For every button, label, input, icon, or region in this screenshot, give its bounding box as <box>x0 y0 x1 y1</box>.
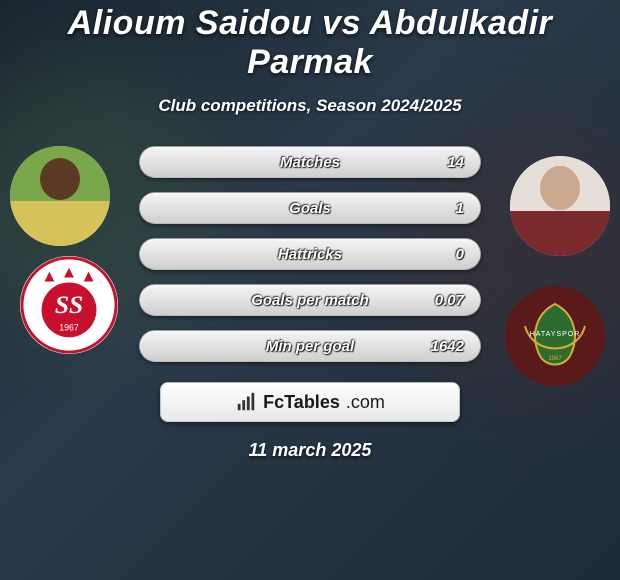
player1-avatar <box>10 146 110 246</box>
page-title: Alioum Saidou vs Abdulkadir Parmak <box>0 4 620 82</box>
stat-p2-value: 14 <box>447 154 464 171</box>
stat-label: Goals per match <box>251 292 369 309</box>
stat-row-min-per-goal: Min per goal 1642 <box>139 330 481 362</box>
stat-label: Hattricks <box>278 246 342 263</box>
brand-name: FcTables <box>263 392 340 413</box>
stat-label: Matches <box>280 154 340 171</box>
player2-photo-placeholder <box>510 156 610 256</box>
subtitle: Club competitions, Season 2024/2025 <box>158 96 461 116</box>
stat-p2-value: 1 <box>456 200 464 217</box>
stat-row-matches: Matches 14 <box>139 146 481 178</box>
player1-photo-placeholder <box>10 146 110 246</box>
stat-row-hattricks: Hattricks 0 <box>139 238 481 270</box>
stat-p2-value: 0.07 <box>435 292 464 309</box>
svg-text:1967: 1967 <box>548 356 562 362</box>
stat-bars: Matches 14 Goals 1 Hattricks 0 Goals per… <box>139 146 481 362</box>
chart-bar-icon <box>235 391 257 413</box>
comparison-body: SS 1967 1967 HATAYSPOR Matches 14 <box>0 146 620 362</box>
stat-row-goals-per-match: Goals per match 0.07 <box>139 284 481 316</box>
date-label: 11 march 2025 <box>249 440 372 461</box>
stat-row-goals: Goals 1 <box>139 192 481 224</box>
svg-text:HATAYSPOR: HATAYSPOR <box>530 331 581 338</box>
svg-text:SS: SS <box>55 290 83 319</box>
stat-label: Goals <box>289 200 331 217</box>
player2-club-logo: 1967 HATAYSPOR <box>505 286 605 386</box>
comparison-card: Alioum Saidou vs Abdulkadir Parmak Club … <box>0 0 620 580</box>
player1-club-logo: SS 1967 <box>20 256 118 354</box>
stat-label: Min per goal <box>266 338 354 355</box>
stat-p2-value: 1642 <box>431 338 464 355</box>
stat-p2-value: 0 <box>456 246 464 263</box>
hatayspor-logo-icon: 1967 HATAYSPOR <box>505 286 605 386</box>
sivasspor-logo-icon: SS 1967 <box>20 256 118 354</box>
brand-link[interactable]: FcTables .com <box>160 382 460 422</box>
brand-domain: .com <box>346 392 385 413</box>
svg-text:1967: 1967 <box>59 322 79 332</box>
player2-avatar <box>510 156 610 256</box>
